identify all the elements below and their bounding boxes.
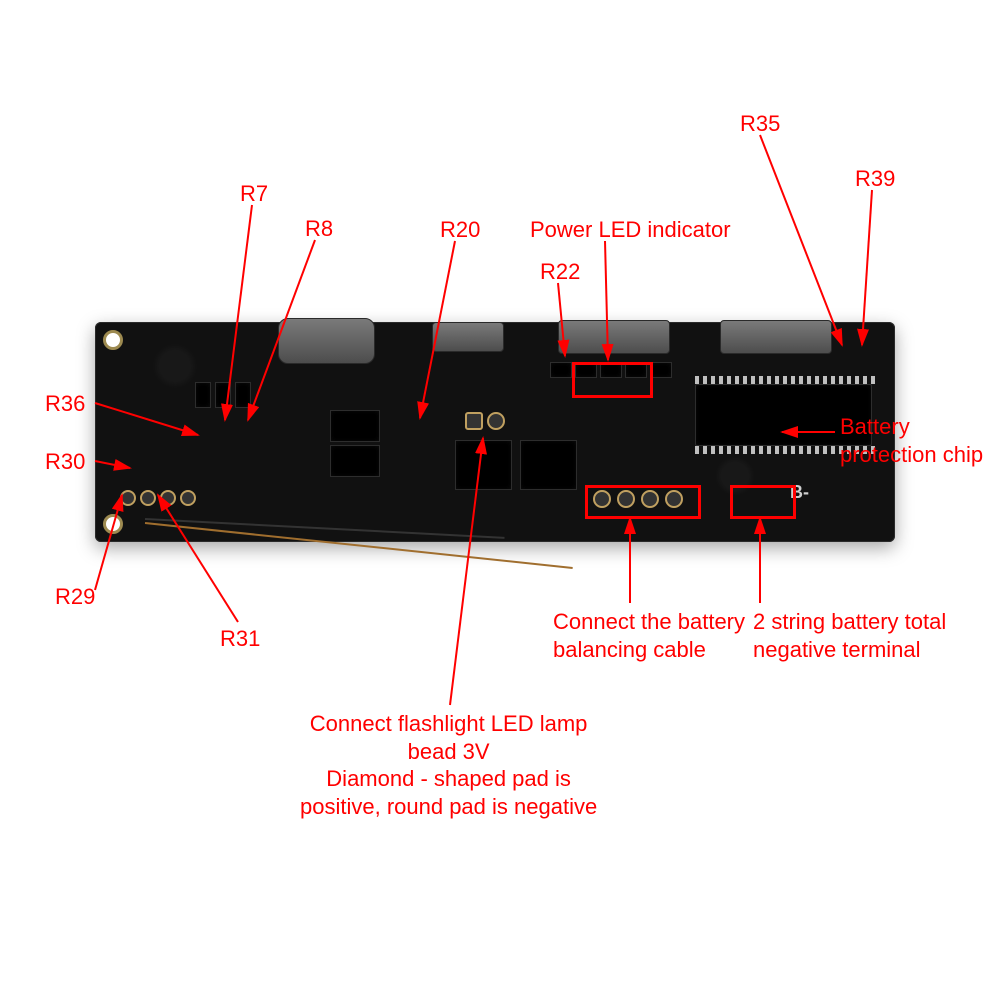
- usb-a-port-1: [558, 320, 670, 354]
- ic-small-2: [330, 445, 380, 477]
- label-balancing-cable: Connect the battery balancing cable: [553, 608, 745, 663]
- label-power-led: Power LED indicator: [530, 216, 731, 244]
- led-pad-positive: [465, 412, 483, 430]
- bminus-box: [730, 485, 796, 519]
- label-r20: R20: [440, 216, 480, 244]
- micro-usb-port: [432, 322, 504, 352]
- led-indicator-box: [572, 362, 653, 398]
- diagram-canvas: B- R35 R39 R7 R8 R20 Power LED indicator…: [0, 0, 1000, 1000]
- led-pad-negative: [487, 412, 505, 430]
- label-r29: R29: [55, 583, 95, 611]
- label-r35: R35: [740, 110, 780, 138]
- ic-mid-2: [520, 440, 577, 490]
- ic-small-1: [330, 410, 380, 442]
- label-r22: R22: [540, 258, 580, 286]
- label-negative-terminal: 2 string battery total negative terminal: [753, 608, 946, 663]
- ic-mid-1: [455, 440, 512, 490]
- label-battery-protection-chip: Battery protection chip: [840, 413, 983, 468]
- usb-a-port-2: [720, 320, 832, 354]
- label-r31: R31: [220, 625, 260, 653]
- label-r8: R8: [305, 215, 333, 243]
- label-r39: R39: [855, 165, 895, 193]
- label-r30: R30: [45, 448, 85, 476]
- label-r36: R36: [45, 390, 85, 418]
- label-r7: R7: [240, 180, 268, 208]
- balancing-box: [585, 485, 701, 519]
- usb-c-port: [278, 318, 375, 364]
- label-flashlight-led: Connect flashlight LED lamp bead 3V Diam…: [300, 710, 597, 820]
